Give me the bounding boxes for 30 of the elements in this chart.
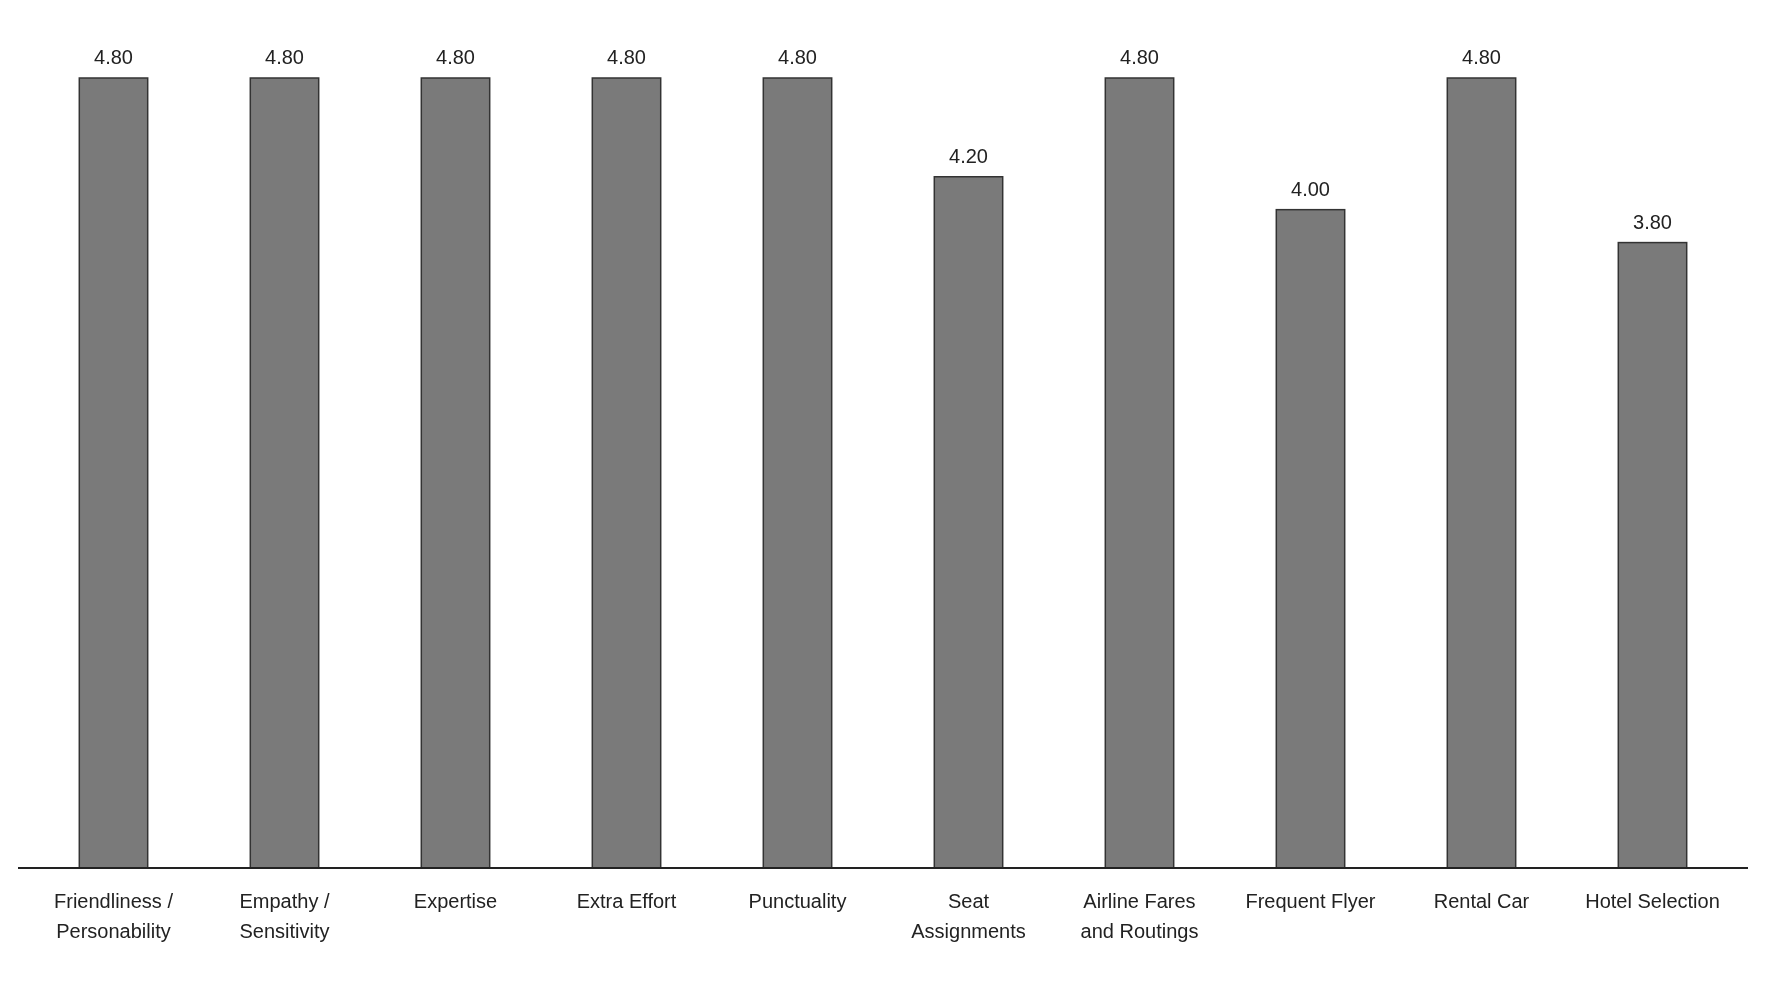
data-label: 4.80 <box>1120 46 1159 68</box>
bar <box>249 77 320 869</box>
x-tick-label: Airline Fares and Routings <box>1080 890 1199 942</box>
bar <box>1275 208 1346 869</box>
x-tick-label: Rental Car <box>1433 890 1530 912</box>
bar <box>1104 77 1175 869</box>
bar <box>1617 241 1688 869</box>
data-label: 3.80 <box>1633 210 1672 233</box>
data-label: 4.80 <box>265 46 304 68</box>
x-tick-label: Punctuality <box>748 890 847 912</box>
x-tick-label: Seat Assignments <box>911 890 1026 942</box>
x-tick-label: Friendliness / Personability <box>54 890 174 942</box>
data-label: 4.80 <box>436 46 475 68</box>
bar <box>420 77 491 869</box>
x-tick-label: Expertise <box>413 890 498 912</box>
data-label: 4.80 <box>1462 46 1501 68</box>
data-label: 4.20 <box>949 144 988 167</box>
bar <box>1446 77 1517 869</box>
x-tick-label: Extra Effort <box>576 890 677 912</box>
bar <box>591 77 662 869</box>
bar <box>762 77 833 869</box>
bar <box>933 176 1004 869</box>
data-label: 4.80 <box>607 46 646 68</box>
bar <box>78 77 149 869</box>
x-tick-label: Frequent Flyer <box>1245 890 1376 912</box>
x-tick-label: Hotel Selection <box>1585 890 1720 912</box>
data-label: 4.80 <box>778 46 817 68</box>
data-label: 4.00 <box>1291 177 1330 200</box>
data-label: 4.80 <box>94 46 133 68</box>
x-tick-label: Empathy / Sensitivity <box>239 890 330 942</box>
